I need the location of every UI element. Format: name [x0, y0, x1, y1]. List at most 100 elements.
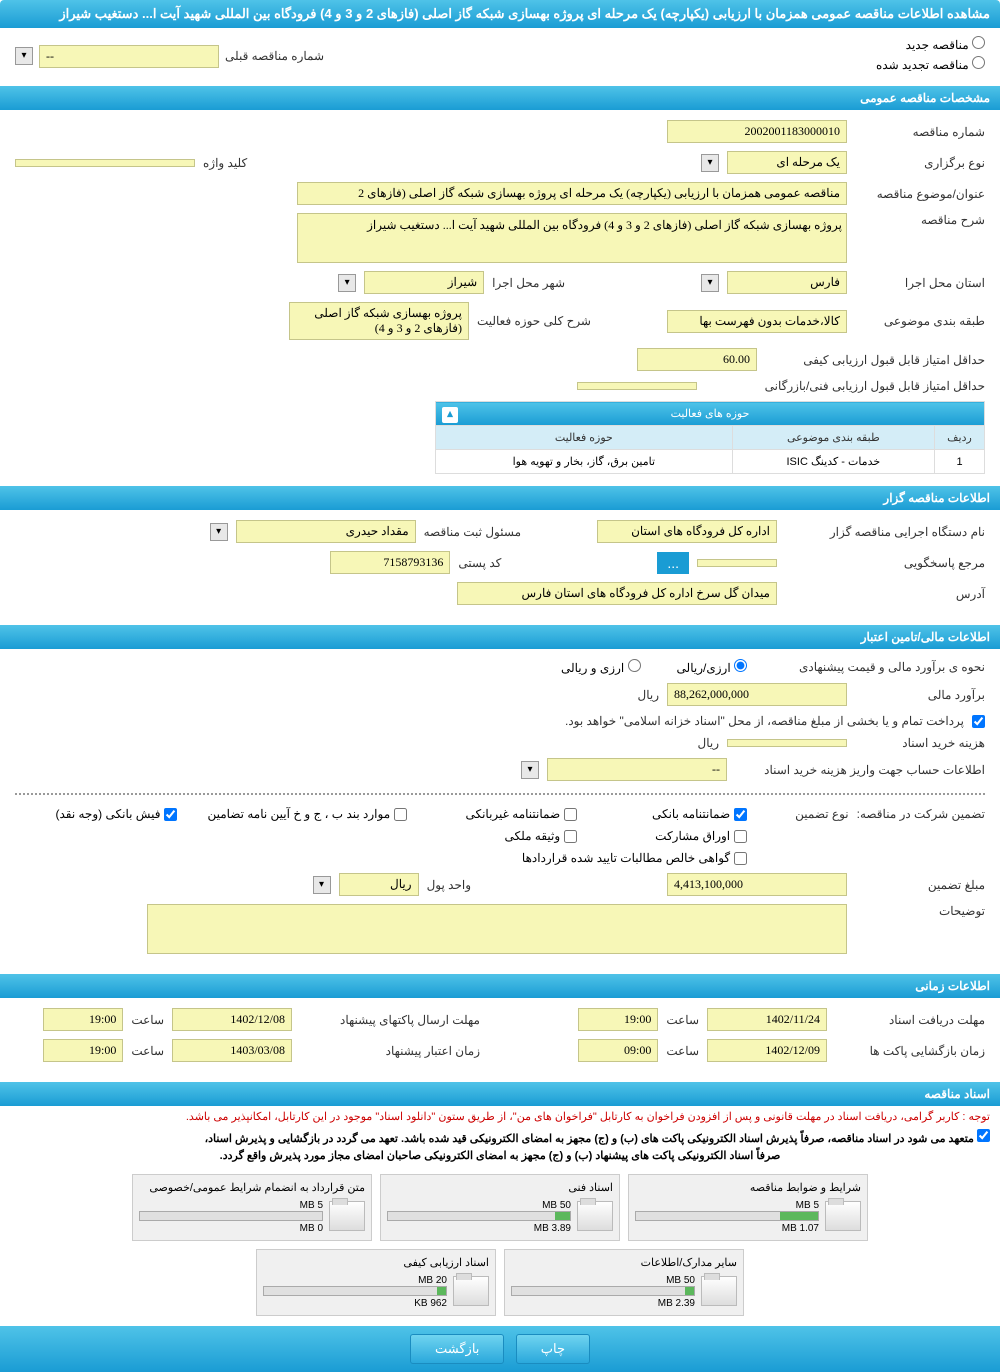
folder-icon[interactable] — [453, 1276, 489, 1306]
section-documents-title: اسناد مناقصه — [924, 1087, 990, 1101]
proposal-validity-date: 1403/03/08 — [172, 1039, 292, 1062]
section-financial-title: اطلاعات مالی/تامین اعتبار — [861, 630, 990, 644]
guarantee-amount-value: 4,413,100,000 — [667, 873, 847, 896]
org-label: نام دستگاه اجرایی مناقصه گزار — [785, 525, 985, 539]
time-label-4: ساعت — [131, 1044, 164, 1058]
table-row: 1 خدمات - کدینگ ISIC تامین برق، گاز، بخا… — [436, 450, 985, 474]
radio-currency[interactable]: ارزی/ریالی — [677, 659, 747, 675]
guarantee-notes-label: توضیحات — [855, 904, 985, 918]
city-label: شهر محل اجرا — [492, 276, 565, 290]
col-category: طبقه بندی موضوعی — [732, 426, 934, 450]
cb-property[interactable]: وثیقه ملکی — [437, 829, 577, 843]
page-title: مشاهده اطلاعات مناقصه عمومی همزمان با ار… — [59, 6, 990, 21]
activity-scope-label: شرح کلی حوزه فعالیت — [477, 314, 591, 328]
min-quality-value: 60.00 — [637, 348, 757, 371]
estimate-label: برآورد مالی — [855, 688, 985, 702]
section-organizer-title: اطلاعات مناقصه گزار — [883, 491, 990, 505]
doc-cost-value — [727, 739, 847, 747]
time-label-2: ساعت — [666, 1044, 699, 1058]
radio-new-tender[interactable]: مناقصه جدید — [876, 36, 985, 52]
cb-bank-guarantee[interactable]: ضمانتنامه بانکی — [607, 807, 747, 821]
province-label: استان محل اجرا — [855, 276, 985, 290]
guarantee-type-label: نوع تضمین — [795, 807, 848, 821]
folder-icon[interactable] — [329, 1201, 365, 1231]
prev-number-value: -- — [39, 45, 219, 68]
registrar-value: مقداد حیدری — [236, 520, 416, 543]
holding-type-dropdown-icon[interactable]: ▾ — [701, 154, 719, 172]
guarantee-amount-label: مبلغ تضمین — [855, 878, 985, 892]
tender-type-radios: مناقصه جدید مناقصه تجدید شده شماره مناقص… — [0, 28, 1000, 84]
section-organizer-body: نام دستگاه اجرایی مناقصه گزار اداره کل ف… — [0, 510, 1000, 623]
guarantee-notes-value — [147, 904, 847, 954]
city-value: شیراز — [364, 271, 484, 294]
responder-label: مرجع پاسخگویی — [785, 556, 985, 570]
cell-cat: خدمات - کدینگ ISIC — [732, 450, 934, 474]
cb-regulation[interactable]: موارد بند ب ، ج و خ آیین نامه تضامین — [207, 807, 407, 821]
radio-new-label: مناقصه جدید — [906, 38, 969, 52]
proposal-validity-time: 19:00 — [43, 1039, 123, 1062]
guarantee-currency-label: واحد پول — [427, 878, 471, 892]
registrar-dropdown-icon[interactable]: ▾ — [210, 523, 228, 541]
folder-icon[interactable] — [701, 1276, 737, 1306]
radio-renewed-tender[interactable]: مناقصه تجدید شده — [876, 56, 985, 72]
footer-bar: چاپ بازگشت — [0, 1326, 1000, 1372]
province-dropdown-icon[interactable]: ▾ — [701, 274, 719, 292]
radio-new-input[interactable] — [972, 36, 985, 49]
time-label-1: ساعت — [666, 1013, 699, 1027]
section-time-title: اطلاعات زمانی — [915, 979, 990, 993]
proposal-send-label: مهلت ارسال پاکتهای پیشنهاد — [300, 1013, 480, 1027]
activity-table-title: حوزه های فعالیت — [671, 408, 750, 420]
postal-value: 7158793136 — [330, 551, 450, 574]
responder-value — [697, 559, 777, 567]
time-label-3: ساعت — [131, 1013, 164, 1027]
cell-scope: تامین برق، گاز، بخار و تهویه هوا — [436, 450, 733, 474]
folder-icon[interactable] — [577, 1201, 613, 1231]
notice-red: توجه : کاربر گرامی، دریافت اسناد در مهلت… — [0, 1106, 1000, 1127]
doc-receive-time: 19:00 — [578, 1008, 658, 1031]
responder-lookup-button[interactable]: ... — [657, 552, 689, 574]
collapse-icon[interactable]: ▴ — [442, 407, 458, 423]
participation-label: تضمین شرکت در مناقصه: — [857, 807, 985, 821]
guarantee-currency-value: ریال — [339, 873, 419, 896]
deposit-account-label: اطلاعات حساب جهت واریز هزینه خرید اسناد — [735, 763, 985, 777]
separator — [15, 793, 985, 795]
file-title-1: اسناد فنی — [387, 1181, 613, 1194]
print-button[interactable]: چاپ — [516, 1334, 590, 1364]
currency-unit: ریال — [637, 688, 659, 702]
commitment-checkbox[interactable] — [977, 1129, 990, 1142]
envelope-open-label: زمان بازگشایی پاکت ها — [835, 1044, 985, 1058]
section-documents-body: توجه : کاربر گرامی، دریافت اسناد در مهلت… — [0, 1106, 1000, 1326]
payment-note-checkbox[interactable] — [972, 715, 985, 728]
radio-foreign[interactable]: ارزی و ریالی — [561, 659, 641, 675]
proposal-send-time: 19:00 — [43, 1008, 123, 1031]
radio-renewed-input[interactable] — [972, 56, 985, 69]
keyword-label: کلید واژه — [203, 156, 247, 170]
prev-number-dropdown-icon[interactable]: ▾ — [15, 47, 33, 65]
activity-scope-value: پروژه بهسازی شبکه گاز اصلی (فازهای 2 و 3… — [289, 302, 469, 340]
file-title-4: اسناد ارزیابی کیفی — [263, 1256, 489, 1269]
folder-icon[interactable] — [825, 1201, 861, 1231]
guarantee-currency-dropdown-icon[interactable]: ▾ — [313, 876, 331, 894]
file-box-4: اسناد ارزیابی کیفی 20 MB 962 KB — [256, 1249, 496, 1316]
section-financial-body: نحوه ی برآورد مالی و قیمت پیشنهادی ارزی/… — [0, 649, 1000, 972]
file-box-0: شرایط و ضوابط مناقصه 5 MB 1.07 MB — [628, 1174, 868, 1241]
back-button[interactable]: بازگشت — [410, 1334, 504, 1364]
org-value: اداره کل فرودگاه های استان — [597, 520, 777, 543]
deposit-dropdown-icon[interactable]: ▾ — [521, 761, 539, 779]
subject-label: عنوان/موضوع مناقصه — [855, 187, 985, 201]
proposal-send-date: 1402/12/08 — [172, 1008, 292, 1031]
category-value: کالا،خدمات بدون فهرست بها — [667, 310, 847, 333]
cb-nonbank-guarantee[interactable]: ضمانتنامه غیربانکی — [437, 807, 577, 821]
cb-receivables[interactable]: گواهی خالص مطالبات تایید شده قراردادها — [15, 851, 747, 865]
doc-cost-unit: ریال — [697, 736, 719, 750]
cb-bank-slip[interactable]: فیش بانکی (وجه نقد) — [37, 807, 177, 821]
file-box-3: سایر مدارک/اطلاعات 50 MB 2.39 MB — [504, 1249, 744, 1316]
estimate-method-label: نحوه ی برآورد مالی و قیمت پیشنهادی — [755, 660, 985, 674]
cb-bonds[interactable]: اوراق مشارکت — [607, 829, 747, 843]
envelope-open-date: 1402/12/09 — [707, 1039, 827, 1062]
files-grid: شرایط و ضوابط مناقصه 5 MB 1.07 MB اسناد … — [0, 1164, 1000, 1326]
file-title-3: سایر مدارک/اطلاعات — [511, 1256, 737, 1269]
description-label: شرح مناقصه — [855, 213, 985, 227]
city-dropdown-icon[interactable]: ▾ — [338, 274, 356, 292]
section-time-header: اطلاعات زمانی — [0, 974, 1000, 998]
